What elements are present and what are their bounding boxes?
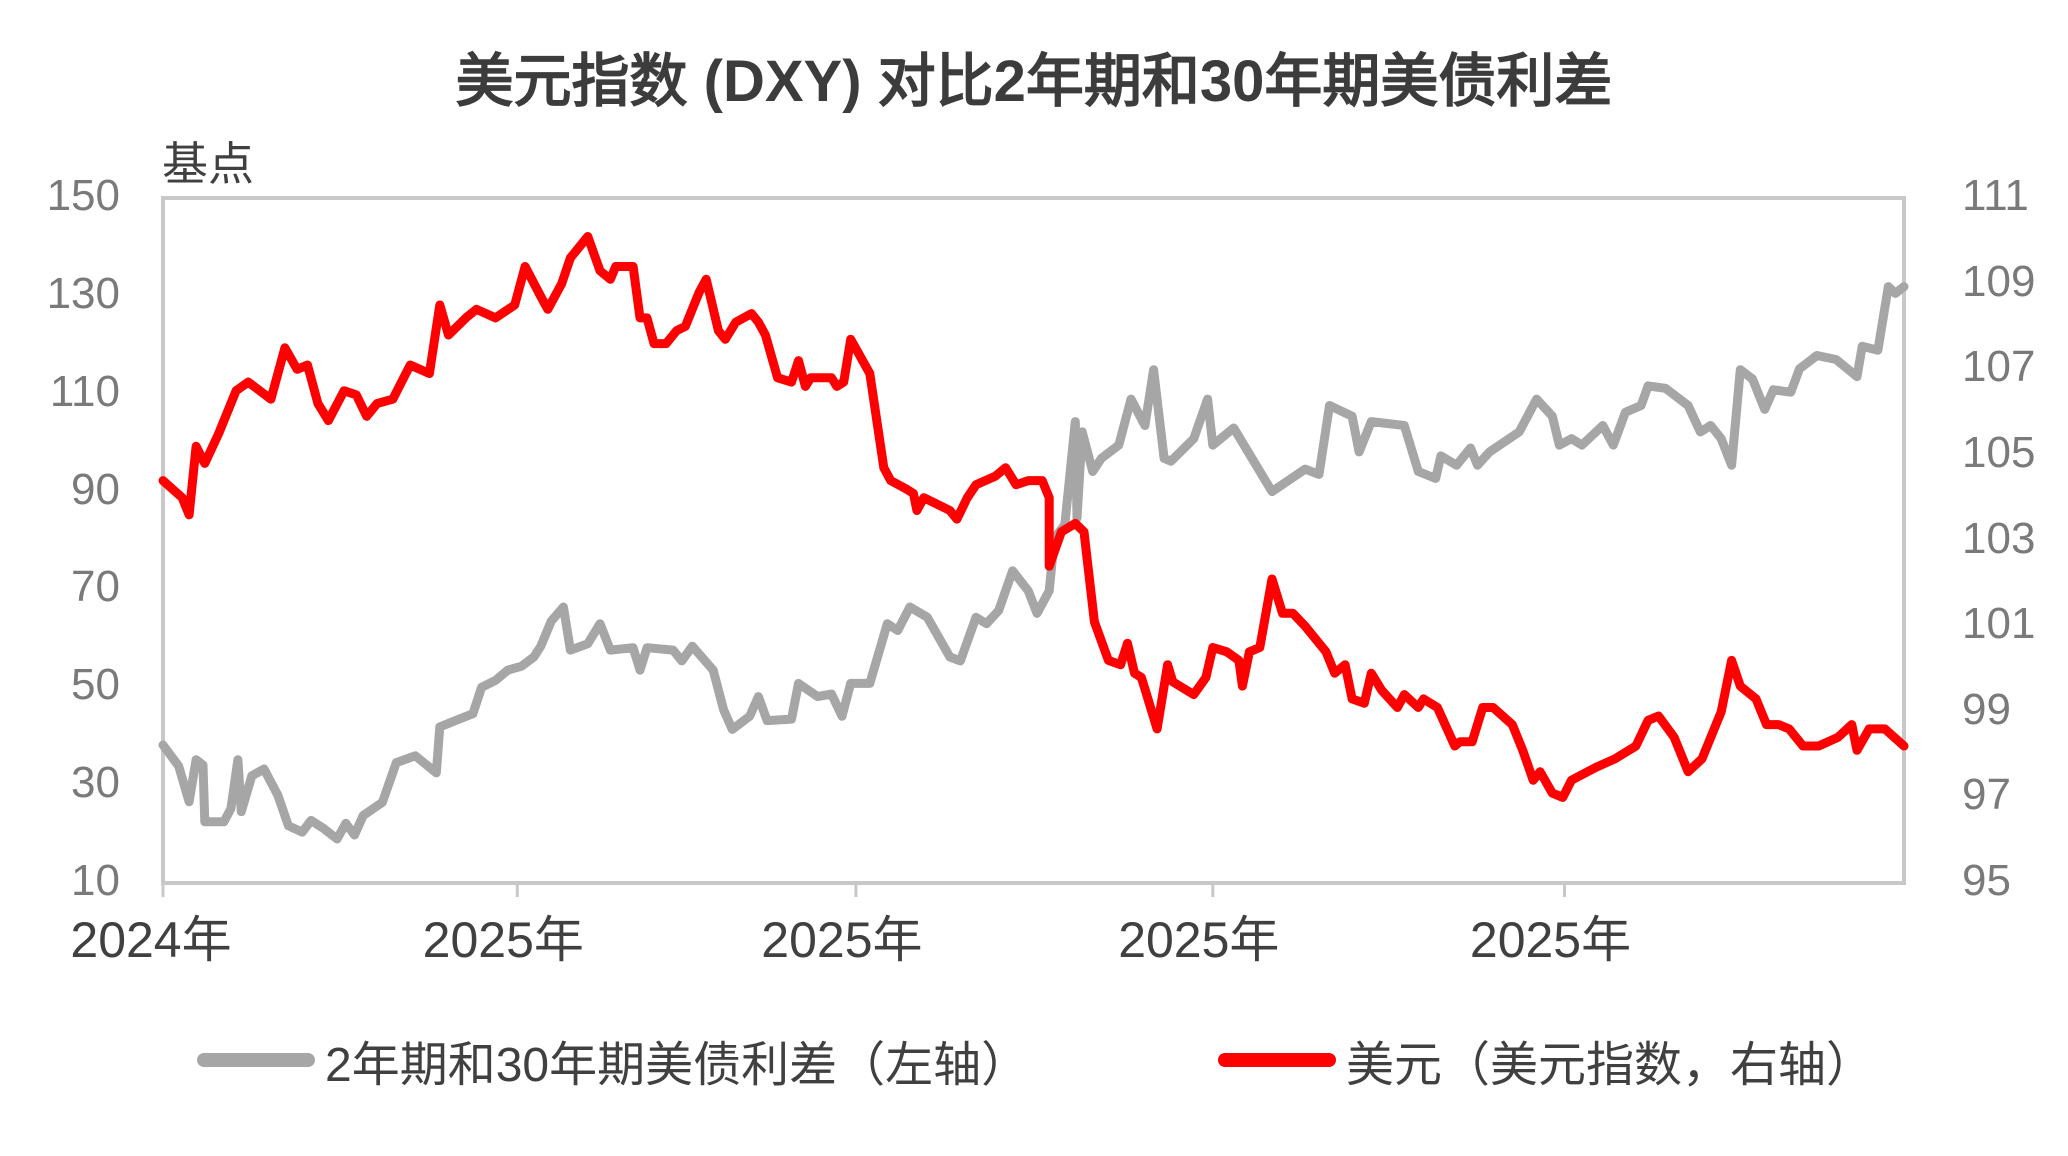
x-tick-label: 2025年 <box>1469 912 1632 968</box>
right-y-tick-label: 111 <box>1962 171 2029 220</box>
left-y-tick-label: 130 <box>46 268 120 318</box>
plot-frame <box>161 196 1906 885</box>
right-y-tick-label: 99 <box>1962 684 2011 734</box>
legend: 2年期和30年期美债利差（左轴） 美元（美元指数，右轴） <box>0 1025 2068 1095</box>
x-tick-label: 2025年 <box>1118 912 1280 968</box>
right-y-tick-label: 109 <box>1962 256 2036 306</box>
right-y-tick-label: 101 <box>1962 599 2036 649</box>
left-y-tick-label: 90 <box>71 464 120 514</box>
right-y-tick-label: 105 <box>1962 427 2036 477</box>
legend-label-spread: 2年期和30年期美债利差（左轴） <box>325 1039 1030 1092</box>
x-tick-label: 2025年 <box>422 912 584 968</box>
left-y-tick-label: 110 <box>49 366 120 416</box>
left-y-tick-label: 50 <box>71 660 120 710</box>
legend-item-spread: 2年期和30年期美债利差（左轴） <box>197 1025 1029 1095</box>
left-y-tick-label: 150 <box>46 171 120 220</box>
left-y-tick-label: 30 <box>71 758 120 808</box>
legend-swatch-spread <box>197 1053 315 1067</box>
dxy-line <box>158 232 1909 802</box>
x-axis-tick-marks <box>161 883 1567 897</box>
spread-line <box>158 282 1909 844</box>
right-y-tick-label: 107 <box>1962 342 2036 392</box>
legend-item-dxy: 美元（美元指数，右轴） <box>1218 1025 1874 1095</box>
chart-title: 美元指数 (DXY) 对比2年期和30年期美债利差 <box>455 49 1613 114</box>
left-axis-unit-label: 基点 <box>162 138 254 190</box>
right-y-tick-label: 103 <box>1962 513 2036 563</box>
right-y-tick-label: 95 <box>1962 856 2011 905</box>
right-y-tick-label: 97 <box>1962 770 2011 820</box>
left-y-tick-label: 70 <box>71 562 120 612</box>
x-tick-label: 2024年 <box>70 912 232 968</box>
x-tick-label: 2025年 <box>761 912 923 968</box>
legend-label-dxy: 美元（美元指数，右轴） <box>1346 1039 1875 1092</box>
left-y-tick-label: 10 <box>71 856 120 905</box>
legend-swatch-dxy <box>1218 1053 1336 1067</box>
